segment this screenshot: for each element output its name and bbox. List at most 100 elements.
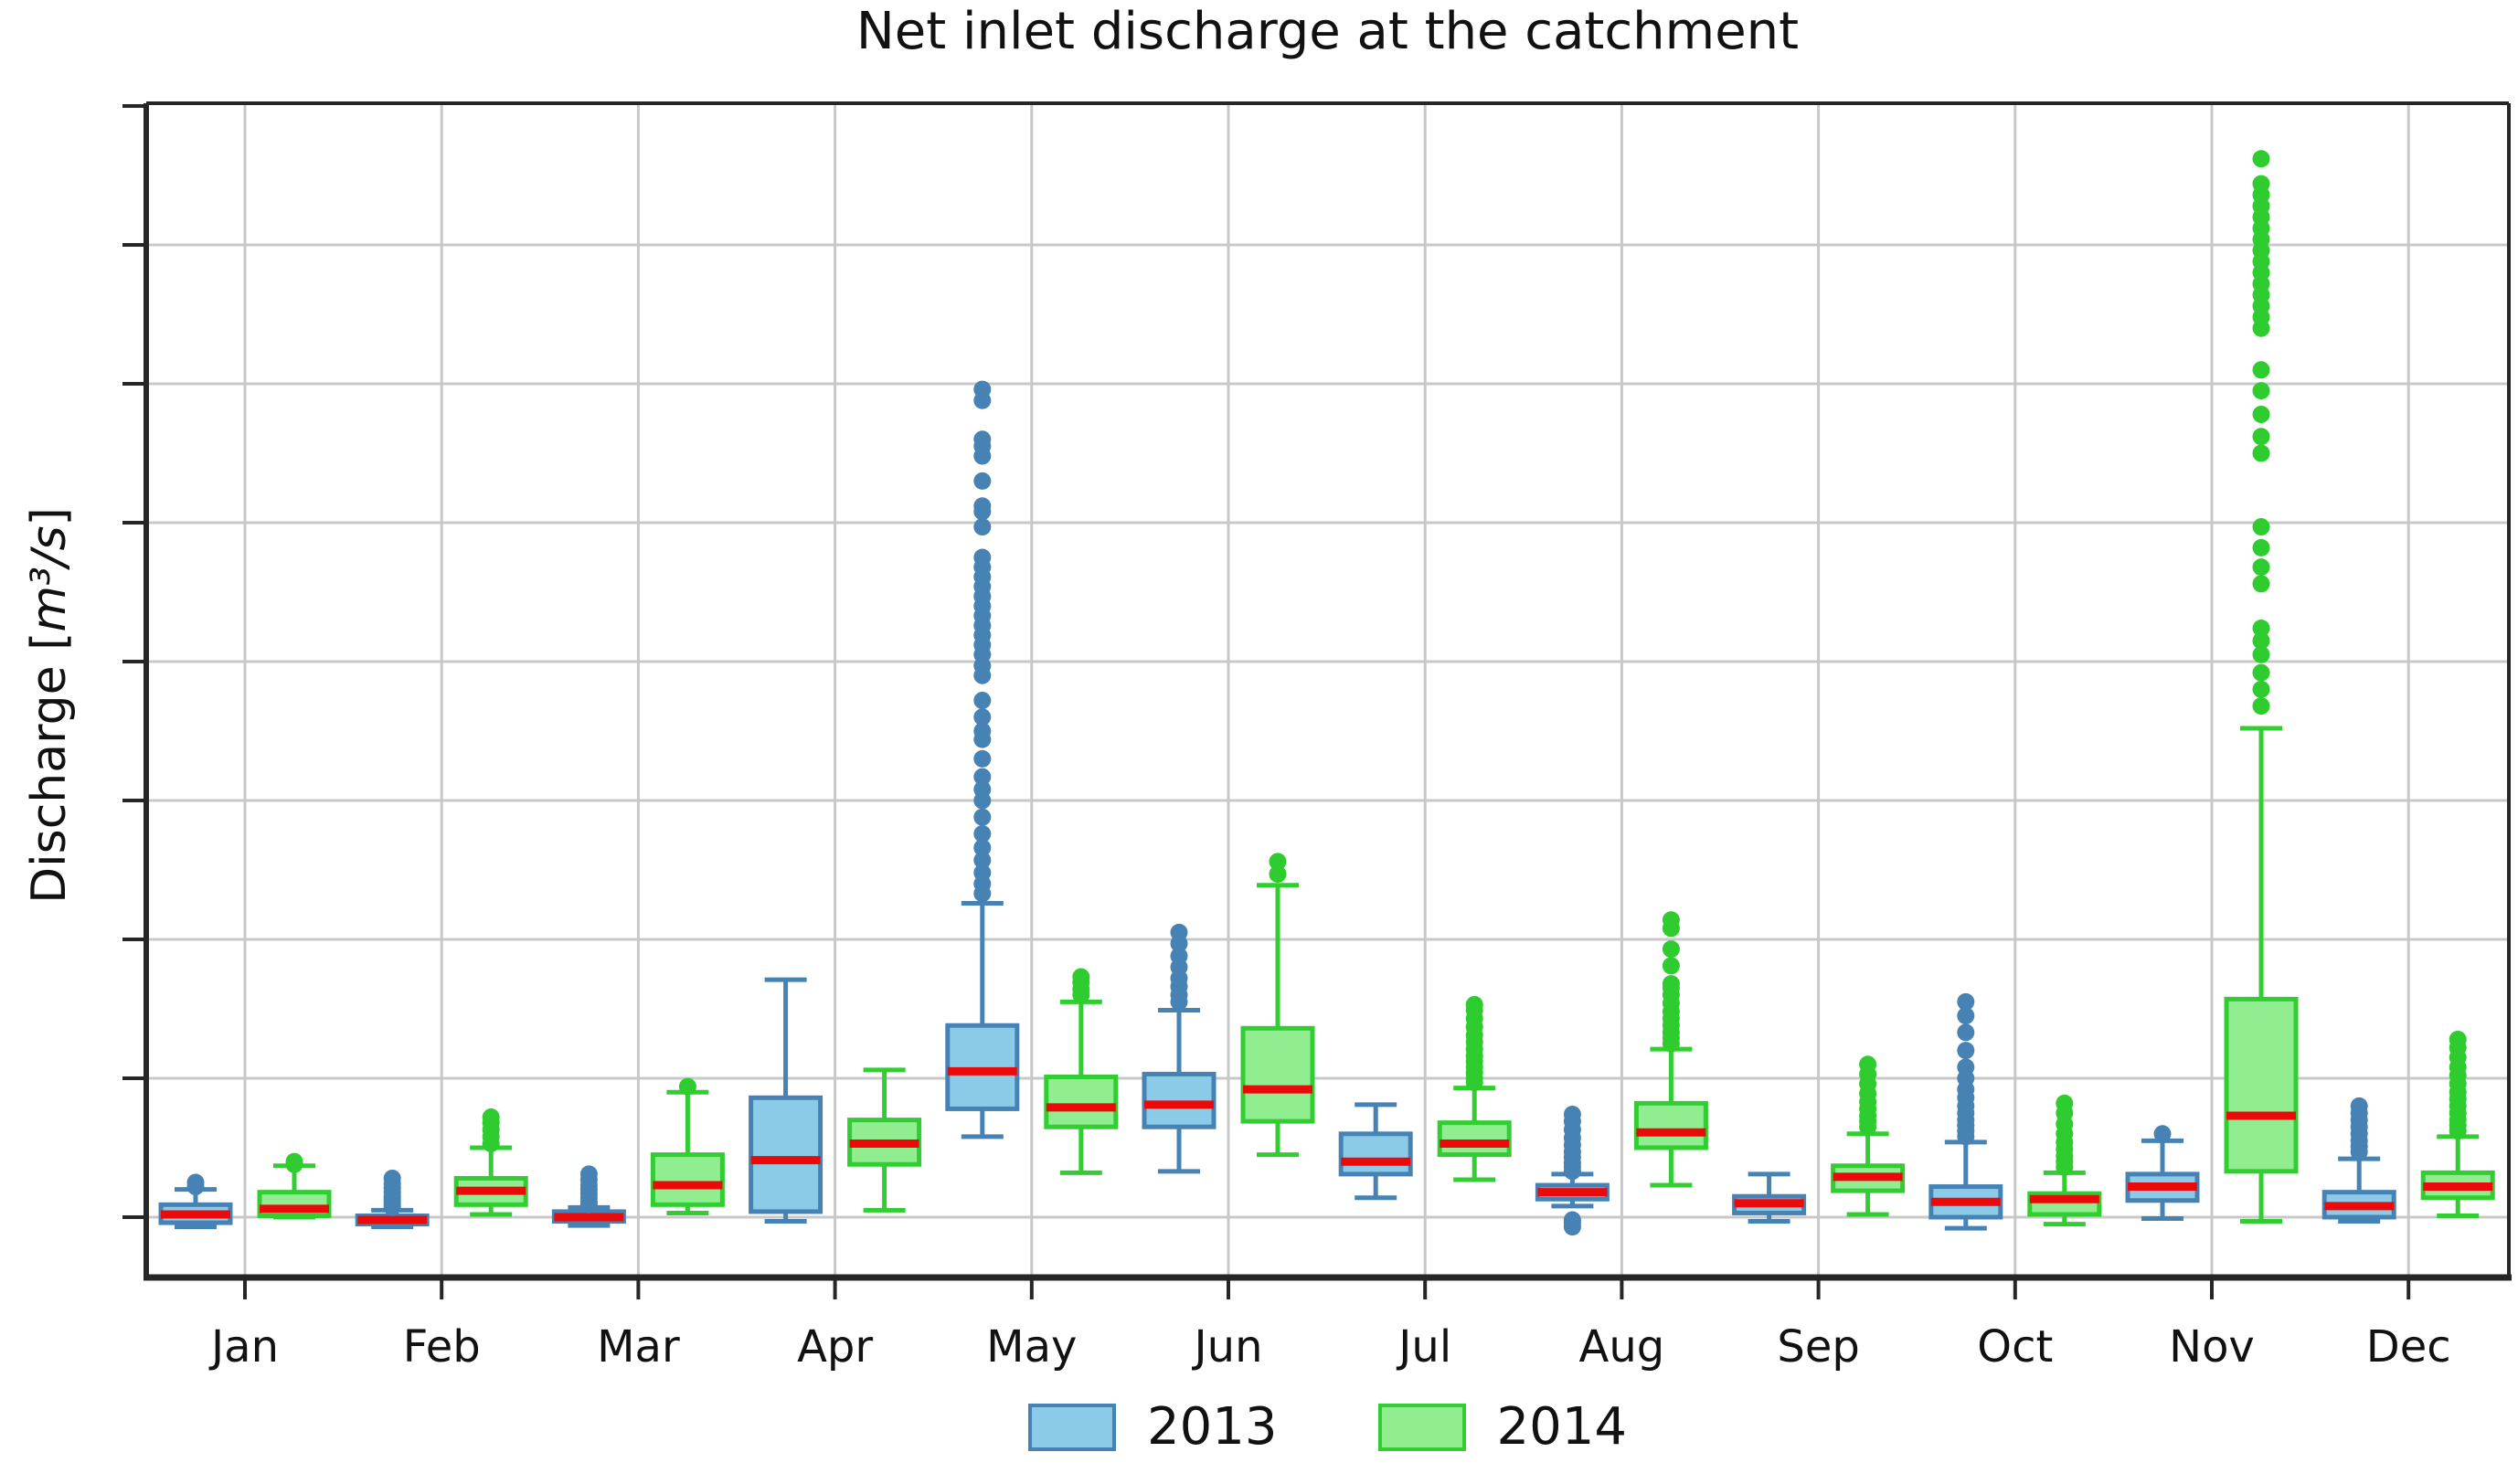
boxplot-2013-oct bbox=[1928, 992, 2003, 1231]
outlier-dot bbox=[973, 548, 992, 567]
boxplot-2013-dec bbox=[2321, 1097, 2396, 1224]
outlier-dot bbox=[1859, 1055, 1877, 1074]
outlier-dot bbox=[2252, 558, 2270, 577]
outlier-dot bbox=[973, 864, 992, 882]
outlier-dot bbox=[2252, 575, 2270, 593]
outlier-dot bbox=[186, 1173, 205, 1192]
axis-ticks bbox=[122, 104, 2411, 1299]
boxplot-2013-nov bbox=[2125, 1125, 2200, 1222]
outlier-dot bbox=[2350, 1097, 2368, 1115]
outlier-dot bbox=[973, 851, 992, 869]
outlier-dot bbox=[2252, 405, 2270, 423]
outlier-dot bbox=[2252, 361, 2270, 379]
x-tick-label-jul: Jul bbox=[1396, 1321, 1451, 1373]
outlier-dot bbox=[973, 808, 992, 826]
x-tick-label-dec: Dec bbox=[2366, 1321, 2451, 1373]
outlier-dot bbox=[973, 497, 992, 515]
outlier-dot bbox=[1072, 968, 1090, 986]
outlier-dot bbox=[973, 780, 992, 799]
legend-swatch-2014 bbox=[1377, 1404, 1466, 1451]
outlier-dot bbox=[2252, 428, 2270, 446]
gridlines bbox=[146, 103, 2509, 1277]
boxplot-2013-mar bbox=[551, 1165, 626, 1228]
outlier-dot bbox=[1269, 853, 1287, 871]
legend-item-2014: 2014 bbox=[1377, 1402, 1627, 1453]
x-tick-label-jun: Jun bbox=[1192, 1321, 1263, 1373]
box-iqr bbox=[650, 1152, 725, 1207]
outlier-dot bbox=[1563, 1106, 1581, 1124]
outlier-dot bbox=[2252, 150, 2270, 168]
y-axis-label-close: ] bbox=[22, 507, 77, 526]
box-iqr bbox=[1633, 1100, 1708, 1150]
outlier-dot bbox=[973, 722, 992, 740]
x-tick-labels: Jan Feb Mar Apr May Jun Jul Aug Sep Oct Nov Dec bbox=[208, 1321, 2451, 1373]
x-tick-label-aug: Aug bbox=[1579, 1321, 1665, 1373]
box-iqr bbox=[2224, 996, 2299, 1174]
outlier-dot bbox=[1957, 992, 1975, 1011]
box-iqr bbox=[749, 1095, 823, 1214]
x-tick-label-jan: Jan bbox=[208, 1321, 279, 1373]
outlier-dot bbox=[579, 1165, 598, 1183]
boxplot-2013-jun bbox=[1142, 923, 1217, 1174]
boxplot-2014-jan bbox=[257, 1152, 332, 1220]
boxplot-2013-may bbox=[945, 380, 1020, 1140]
box-iqr bbox=[1437, 1120, 1512, 1158]
outlier-dot bbox=[678, 1077, 696, 1096]
outlier-dot bbox=[973, 518, 992, 536]
boxplot-2013-apr bbox=[749, 977, 823, 1224]
outlier-dot bbox=[2252, 444, 2270, 462]
x-tick-label-mar: Mar bbox=[597, 1321, 680, 1373]
outlier-dot bbox=[2252, 645, 2270, 663]
box-iqr bbox=[1338, 1131, 1413, 1177]
outlier-dot bbox=[1662, 975, 1680, 993]
outlier-dot bbox=[973, 472, 992, 490]
outlier-dot bbox=[973, 824, 992, 843]
boxplot-2014-jul bbox=[1437, 995, 1512, 1182]
boxplot-2013-sep bbox=[1732, 1171, 1807, 1224]
boxplot-2013-jul bbox=[1338, 1102, 1413, 1201]
outlier-dot bbox=[1662, 957, 1680, 975]
box-iqr bbox=[945, 1023, 1020, 1111]
outlier-dot bbox=[1662, 940, 1680, 959]
outlier-dot bbox=[2449, 1030, 2467, 1048]
outlier-dot bbox=[1563, 1218, 1581, 1236]
outlier-dot bbox=[2252, 663, 2270, 682]
boxplot-2014-jun bbox=[1240, 853, 1315, 1158]
box-iqr bbox=[1240, 1025, 1315, 1124]
box-iqr bbox=[1044, 1074, 1119, 1129]
boxplot-2014-sep bbox=[1831, 1055, 1906, 1217]
outlier-dot bbox=[2252, 631, 2270, 650]
y-axis-label: Discharge [m³/s] bbox=[22, 376, 77, 1034]
x-tick-label-nov: Nov bbox=[2169, 1321, 2255, 1373]
boxplot-2013-feb bbox=[355, 1169, 430, 1230]
boxplot-2014-may bbox=[1044, 968, 1119, 1175]
boxplot-2014-oct bbox=[2027, 1094, 2102, 1227]
legend-label-2013: 2013 bbox=[1146, 1397, 1278, 1457]
chart-title: Net inlet discharge at the catchment bbox=[855, 2, 1800, 61]
outlier-dot bbox=[1662, 911, 1680, 929]
legend-swatch-2013 bbox=[1027, 1404, 1116, 1451]
box-iqr bbox=[1142, 1071, 1217, 1129]
boxplot-2013-aug bbox=[1535, 1106, 1610, 1236]
x-tick-label-sep: Sep bbox=[1777, 1321, 1859, 1373]
boxplot-2014-dec bbox=[2420, 1030, 2495, 1218]
boxplot-2013-jan bbox=[158, 1173, 233, 1230]
outlier-dot bbox=[1957, 1007, 1975, 1025]
outlier-dot bbox=[1957, 1042, 1975, 1060]
boxplot-2014-nov bbox=[2224, 150, 2299, 1224]
boxplot-2014-apr bbox=[847, 1067, 922, 1213]
legend: 2013 2014 bbox=[146, 1402, 2509, 1453]
x-tick-label-may: May bbox=[986, 1321, 1077, 1373]
outlier-dot bbox=[383, 1169, 401, 1187]
outlier-dot bbox=[482, 1108, 500, 1127]
outlier-dot bbox=[2252, 680, 2270, 698]
outlier-dot bbox=[1957, 1058, 1975, 1076]
x-tick-label-feb: Feb bbox=[403, 1321, 481, 1373]
x-tick-label-oct: Oct bbox=[1977, 1321, 2053, 1373]
outlier-dot bbox=[2153, 1125, 2172, 1143]
outlier-dot bbox=[2252, 620, 2270, 638]
outlier-dot bbox=[1465, 995, 1483, 1013]
outlier-dot bbox=[973, 380, 992, 398]
